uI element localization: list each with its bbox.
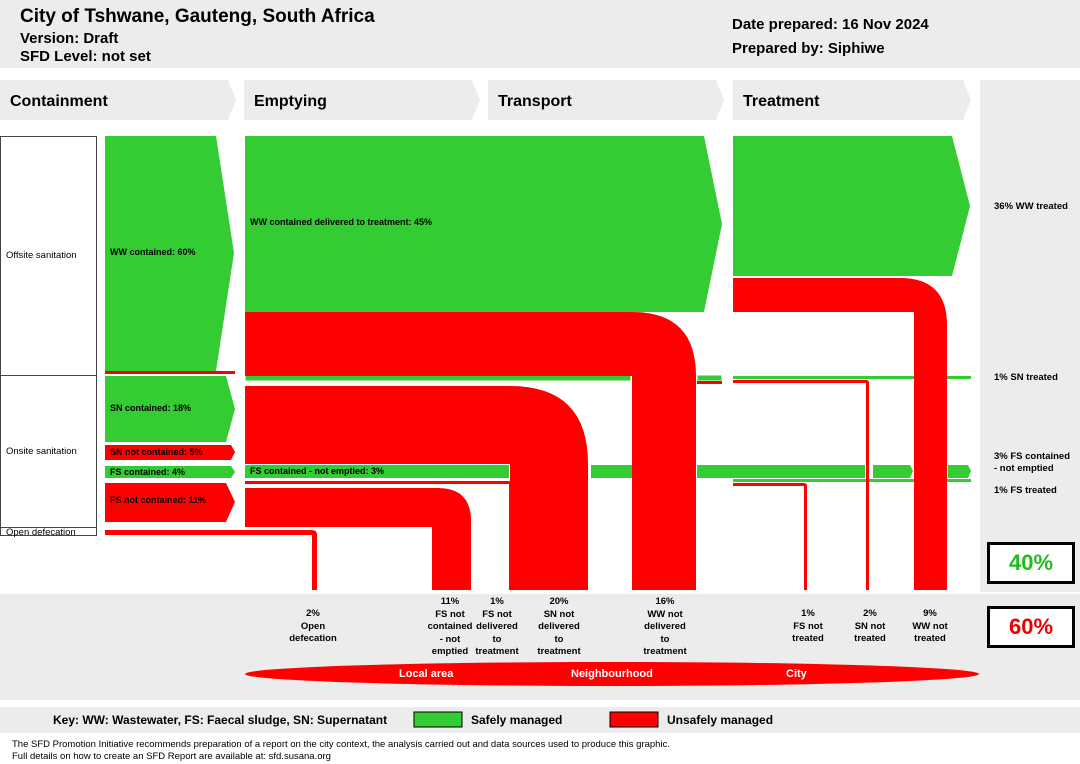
outcome-fs-not-contained: 11% FS not contained - not emptied xyxy=(427,596,473,657)
unsafe-swatch xyxy=(609,711,659,728)
row-onsite-label: Onsite sanitation xyxy=(6,446,77,457)
sn-not-delivered-flow xyxy=(245,386,588,590)
right-panel xyxy=(980,80,1080,592)
fs-contained-flow xyxy=(105,466,235,478)
row-open-label: Open defecation xyxy=(6,527,76,538)
fs-not-emptied-transport-2 xyxy=(697,465,865,478)
page-title: City of Tshwane, Gauteng, South Africa xyxy=(20,6,375,27)
row-offsite-label: Offsite sanitation xyxy=(6,250,77,261)
outcome-ww-not-treated: 9% WW not treated xyxy=(912,608,948,644)
version-label: Version: Draft xyxy=(20,30,119,47)
sn-contained-flow xyxy=(105,376,235,442)
fs-mid-red-line xyxy=(488,481,509,484)
outcome-sn-not-treated: 2% SN not treated xyxy=(854,608,886,644)
outcome-fs-not-delivered: 1% FS not delivered to treatment xyxy=(475,596,519,657)
outcome-sn-not-delivered: 20% SN not delivered to treatment xyxy=(537,596,581,657)
sn-transport-line xyxy=(696,374,723,382)
fs-not-emptied-red-flow xyxy=(245,488,471,590)
stage-emptying: Emptying xyxy=(254,93,327,110)
offsite-box xyxy=(0,136,97,376)
stage-transport: Transport xyxy=(498,93,572,110)
area-ellipse xyxy=(245,662,979,686)
fs-not-emptied-flow xyxy=(245,465,509,478)
key-unsafe-label: Unsafely managed xyxy=(667,713,774,727)
safe-percentage: 40% xyxy=(987,542,1075,584)
key-safe-label: Safely managed xyxy=(471,713,563,727)
unsafe-percentage: 60% xyxy=(987,606,1075,648)
fs-not-emptied-treatment xyxy=(873,465,913,478)
fs-contained-label: FS contained: 4% xyxy=(110,467,186,477)
fs-not-emptied-transport xyxy=(591,465,632,478)
area-neighbourhood: Neighbourhood xyxy=(571,668,653,680)
ww-not-delivered-flow xyxy=(245,312,696,590)
ww-boundary-line xyxy=(105,371,235,374)
key-legend-text: Key: WW: Wastewater, FS: Faecal sludge, … xyxy=(53,713,388,727)
stage-containment: Containment xyxy=(10,93,108,110)
fs-not-contained-label: FS not contained: 11% xyxy=(110,495,207,505)
area-city: City xyxy=(786,668,807,680)
ww-delivered-label: WW contained delivered to treatment: 45% xyxy=(250,217,433,227)
ww-contained-label: WW contained: 60% xyxy=(110,247,196,257)
open-defecation-flow xyxy=(105,530,317,590)
stage-chevron-emptying xyxy=(244,80,480,120)
safe-swatch xyxy=(413,711,463,728)
fs-not-emptied-right-label-1: 3% FS contained xyxy=(994,451,1071,462)
fs-treated-label: 1% FS treated xyxy=(994,485,1057,496)
fs-not-emptied-label: FS contained - not emptied: 3% xyxy=(250,466,385,476)
date-prepared: Date prepared: 16 Nov 2024 xyxy=(732,16,929,33)
ww-contained-flow xyxy=(105,136,234,371)
fs-treated-line xyxy=(733,479,971,482)
stage-chevron-treatment xyxy=(733,80,971,120)
prepared-by: Prepared by: Siphiwe xyxy=(732,40,885,57)
footer-line-1: The SFD Promotion Initiative recommends … xyxy=(12,739,670,750)
fs-not-treated-line xyxy=(733,483,807,590)
sn-not-contained-label: SN not contained: 5% xyxy=(110,447,203,457)
outcome-open-defecation: 2% Open defecation xyxy=(289,608,337,644)
open-defecation-box xyxy=(0,527,97,536)
footer-line-2: Full details on how to create an SFD Rep… xyxy=(12,751,331,762)
sn-treated-line xyxy=(733,376,971,379)
header-band xyxy=(0,0,1080,68)
sn-contained-label: SN contained: 18% xyxy=(110,403,192,413)
onsite-box xyxy=(0,375,97,528)
outcome-fs-not-treated: 1% FS not treated xyxy=(792,608,824,644)
ww-treated-label: 36% WW treated xyxy=(994,201,1068,212)
stage-treatment: Treatment xyxy=(743,93,820,110)
sn-treated-label: 1% SN treated xyxy=(994,372,1058,383)
ww-transport-red-line xyxy=(697,381,722,384)
key-band xyxy=(0,707,1080,733)
fs-not-contained-flow xyxy=(105,483,235,522)
fs-not-emptied-treatment-2 xyxy=(948,465,971,478)
sn-not-contained-flow xyxy=(105,445,235,460)
sfd-level-label: SFD Level: not set xyxy=(20,48,151,65)
stage-chevron-transport xyxy=(488,80,724,120)
ww-not-treated-flow xyxy=(733,278,947,590)
ww-treated-flow xyxy=(733,136,970,276)
ww-delivered-flow xyxy=(245,136,722,312)
outcome-ww-not-delivered: 16% WW not delivered to treatment xyxy=(643,596,687,657)
area-local: Local area xyxy=(399,668,454,680)
fs-not-emptied-right-label-2: - not emptied xyxy=(994,463,1054,474)
stage-chevron-containment xyxy=(0,80,236,120)
